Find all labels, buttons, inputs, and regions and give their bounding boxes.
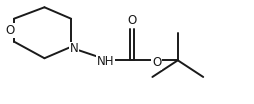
Text: O: O bbox=[5, 24, 14, 37]
Text: NH: NH bbox=[97, 55, 114, 68]
Text: N: N bbox=[70, 42, 78, 55]
Text: O: O bbox=[128, 14, 137, 27]
Text: O: O bbox=[152, 56, 161, 69]
